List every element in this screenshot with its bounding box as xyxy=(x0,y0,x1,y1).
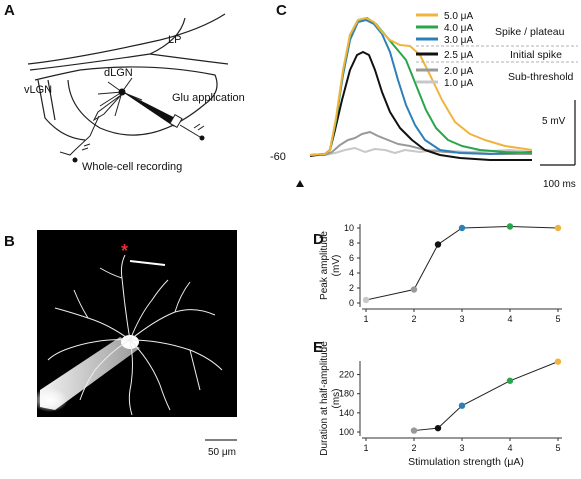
y-tick-label: 6 xyxy=(349,253,354,263)
y-tick-label: 10 xyxy=(344,223,354,233)
x-tick-label: 3 xyxy=(459,314,464,324)
x-tick-label: 1 xyxy=(363,314,368,324)
y-tick-label: 100 xyxy=(339,427,354,437)
y-axis-label: (mV) xyxy=(331,255,342,277)
legend: 5.0 μA 4.0 μA 3.0 μA 2.5 μA 2.0 μA 1.0 μ… xyxy=(416,11,578,89)
panel-letter-a: A xyxy=(4,2,15,19)
scale-bar-label: 50 μm xyxy=(208,447,236,458)
y-axis-label: (ms) xyxy=(331,389,342,409)
data-point xyxy=(506,377,514,384)
y-tick-label: 8 xyxy=(349,238,354,248)
x-tick-label: 4 xyxy=(507,314,512,324)
label-vlgn: vLGN xyxy=(24,84,52,96)
y-tick-label: 4 xyxy=(349,268,354,278)
data-point xyxy=(434,241,442,248)
data-line xyxy=(365,225,559,301)
legend-label-4-0: 4.0 μA xyxy=(444,23,473,34)
data-point xyxy=(506,223,514,230)
data-point xyxy=(554,358,562,365)
label-whole-cell-recording: Whole-cell recording xyxy=(82,161,182,173)
voltage-scale-label: 5 mV xyxy=(542,116,566,127)
x-tick-label: 2 xyxy=(411,443,416,453)
x-tick-label: 2 xyxy=(411,314,416,324)
y-tick-label: 220 xyxy=(339,370,354,380)
y-tick-label: 0 xyxy=(349,298,354,308)
legend-label-2-0: 2.0 μA xyxy=(444,66,473,77)
panel-letter-b: B xyxy=(4,233,15,250)
panel-letter-c: C xyxy=(276,2,287,19)
group-sub-threshold: Sub-threshold xyxy=(508,71,574,83)
legend-label-1-0: 1.0 μA xyxy=(444,78,473,89)
label-lp: LP xyxy=(168,34,181,46)
x-tick-label: 1 xyxy=(363,443,368,453)
data-point xyxy=(410,286,418,293)
legend-label-2-5: 2.5 μA xyxy=(444,50,473,61)
label-dlgn: dLGN xyxy=(104,67,133,79)
data-point xyxy=(458,402,466,409)
y-axis-label: Duration at half-amplitude xyxy=(319,341,330,456)
group-initial-spike: Initial spike xyxy=(510,49,562,61)
voltage-traces: -60 5 mV 100 ms 5.0 μA 4.0 μA 3.0 μA 2.5… xyxy=(270,11,578,190)
time-scale-label: 100 ms xyxy=(543,179,576,190)
panel-letter-e: E xyxy=(313,339,324,356)
legend-label-3-0: 3.0 μA xyxy=(444,35,473,46)
y-tick-label: 140 xyxy=(339,408,354,418)
x-tick-label: 5 xyxy=(555,314,560,324)
stimulus-marker xyxy=(296,180,304,187)
group-spike-plateau: Spike / plateau xyxy=(495,26,565,38)
data-point xyxy=(434,424,442,432)
schematic-diagram: LP dLGN vLGN Glu application Whole-cell … xyxy=(24,13,245,173)
chart-duration-half-amplitude: 100 140 180 220 1 2 3 4 5 Duration at half-amplit… xyxy=(319,341,562,468)
y-tick-label: 180 xyxy=(339,389,354,399)
x-tick-label: 3 xyxy=(459,443,464,453)
legend-label-5-0: 5.0 μA xyxy=(444,11,473,22)
data-point xyxy=(554,224,562,232)
x-tick-label: 5 xyxy=(555,443,560,453)
x-tick-label: 4 xyxy=(507,443,512,453)
data-point xyxy=(458,224,466,232)
panel-letter-d: D xyxy=(313,231,324,248)
y-axis-label: Peak amplitude xyxy=(319,231,330,300)
neuron-micrograph: * 50 μm xyxy=(32,230,237,458)
label-glu-application: Glu application xyxy=(172,92,245,104)
glu-pipette xyxy=(129,260,166,266)
asterisk-marker: * xyxy=(121,241,128,261)
baseline-label: -60 xyxy=(270,151,286,163)
y-tick-label: 2 xyxy=(349,283,354,293)
data-point xyxy=(410,427,418,434)
x-axis-label: Stimulation strength (μA) xyxy=(408,456,524,468)
data-point xyxy=(362,296,370,304)
data-line xyxy=(413,361,559,432)
